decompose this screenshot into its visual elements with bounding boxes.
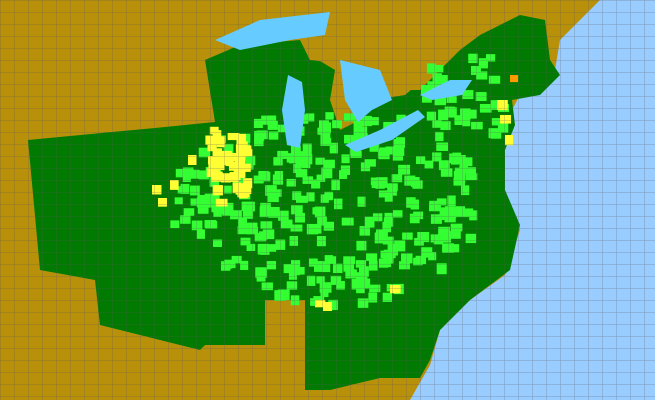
lake-huron bbox=[340, 60, 392, 122]
lake-erie bbox=[345, 110, 425, 152]
lake-michigan bbox=[282, 75, 305, 148]
lake-ontario bbox=[420, 80, 472, 100]
lake-superior bbox=[215, 12, 330, 50]
